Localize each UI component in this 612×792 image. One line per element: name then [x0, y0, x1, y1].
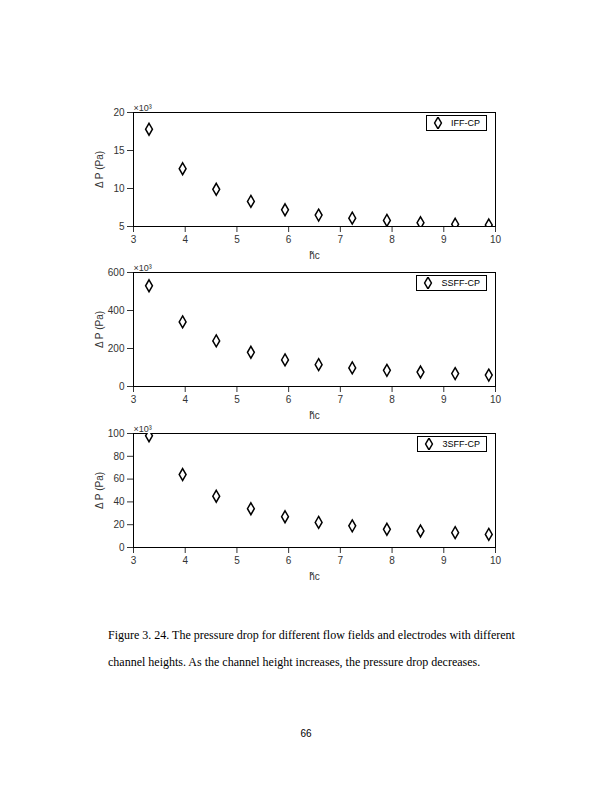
svg-text:Δ P (Pa): Δ P (Pa): [94, 472, 105, 509]
svg-text:Δ P (Pa): Δ P (Pa): [94, 311, 105, 348]
svg-text:5: 5: [119, 221, 125, 232]
svg-text:h̃c: h̃c: [309, 571, 320, 582]
html-text:SSFF-CP: SSFF-CP: [441, 278, 480, 288]
svg-text:7: 7: [338, 394, 344, 405]
svg-text:10: 10: [113, 183, 125, 194]
svg-text:6: 6: [286, 394, 292, 405]
svg-text:8: 8: [389, 555, 395, 566]
svg-text:5: 5: [234, 394, 240, 405]
svg-text:5: 5: [234, 555, 240, 566]
svg-text:10: 10: [490, 234, 502, 245]
svg-text:h̃c: h̃c: [309, 410, 320, 421]
svg-text:Δ P (Pa): Δ P (Pa): [94, 151, 105, 188]
svg-text:20: 20: [113, 519, 125, 530]
svg-text:×10³: ×10³: [134, 103, 152, 113]
html-text:3SFF-CP: 3SFF-CP: [442, 439, 480, 449]
svg-text:5: 5: [234, 234, 240, 245]
svg-text:7: 7: [338, 234, 344, 245]
svg-text:600: 600: [108, 267, 125, 278]
svg-text:8: 8: [389, 394, 395, 405]
svg-text:400: 400: [108, 305, 125, 316]
svg-text:9: 9: [441, 555, 447, 566]
svg-text:10: 10: [490, 394, 502, 405]
svg-text:4: 4: [182, 394, 188, 405]
html-text:66: 66: [300, 728, 312, 739]
svg-text:100: 100: [108, 428, 125, 439]
svg-text:4: 4: [182, 555, 188, 566]
svg-text:10: 10: [490, 555, 502, 566]
svg-text:3: 3: [131, 555, 137, 566]
svg-text:8: 8: [389, 234, 395, 245]
svg-text:80: 80: [113, 451, 125, 462]
svg-text:200: 200: [108, 343, 125, 354]
svg-text:40: 40: [113, 496, 125, 507]
svg-text:0: 0: [119, 542, 125, 553]
svg-text:3: 3: [131, 394, 137, 405]
svg-text:6: 6: [286, 234, 292, 245]
html-text:Figure 3. 24. The pressure dro: Figure 3. 24. The pressure drop for diff…: [108, 628, 515, 669]
svg-text:15: 15: [113, 145, 125, 156]
svg-text:4: 4: [182, 234, 188, 245]
svg-text:3: 3: [131, 234, 137, 245]
svg-text:×10³: ×10³: [134, 424, 152, 434]
svg-text:6: 6: [286, 555, 292, 566]
svg-text:60: 60: [113, 473, 125, 484]
svg-text:9: 9: [441, 394, 447, 405]
svg-text:9: 9: [441, 234, 447, 245]
svg-text:7: 7: [338, 555, 344, 566]
svg-text:×10³: ×10³: [134, 263, 152, 273]
svg-text:0: 0: [119, 381, 125, 392]
svg-text:h̃c: h̃c: [309, 250, 320, 261]
svg-text:20: 20: [113, 107, 125, 118]
html-text:IFF-CP: IFF-CP: [451, 118, 480, 128]
